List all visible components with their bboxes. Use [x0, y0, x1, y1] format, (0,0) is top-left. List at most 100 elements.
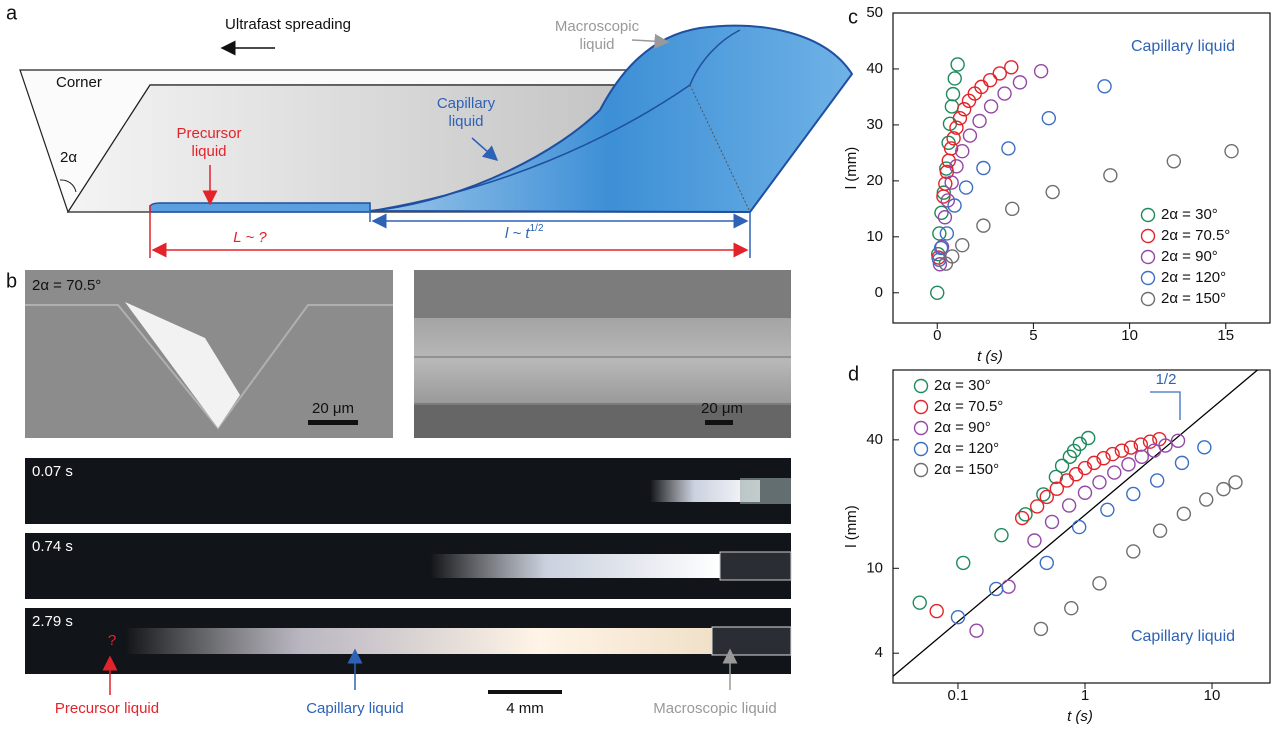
legend-label: 2α = 150°: [934, 461, 999, 478]
data-point: [1126, 486, 1141, 502]
device: [740, 478, 791, 504]
legend-label: 2α = 90°: [934, 419, 991, 436]
data-point: [1041, 110, 1057, 126]
data-point: [1071, 519, 1087, 535]
legend-marker: [913, 462, 929, 478]
data-point: [949, 120, 964, 135]
data-point: [1158, 438, 1173, 453]
liquid-streak: [125, 628, 715, 654]
panel-b: b 20 μm 2α = 70.5° 20 μm 0.07 s 0.74 s 2…: [6, 270, 792, 717]
x-axis-label: t (s): [1067, 708, 1093, 725]
panel-a: a Ultrafast spreading Macroscopic liquid…: [6, 2, 854, 258]
x-axis-label: t (s): [977, 348, 1003, 365]
data-point: [931, 252, 947, 267]
data-point: [1152, 523, 1168, 538]
label: 2α: [60, 149, 77, 166]
y-tick-label: 10: [866, 228, 883, 245]
data-point: [1134, 449, 1150, 465]
data-point: [952, 110, 968, 126]
label: Ultrafast spreading: [225, 16, 351, 33]
data-point: [932, 257, 948, 272]
slope-marker: [1150, 391, 1181, 420]
legend-marker: [1140, 270, 1156, 286]
legend-marker: [913, 378, 929, 394]
data-point: [944, 175, 959, 190]
data-point: [1114, 443, 1130, 458]
label: 2α = 70.5°: [32, 277, 101, 294]
annotation: Capillary liquid: [1131, 628, 1235, 645]
scale-bar: [488, 690, 562, 694]
label: Corner: [56, 74, 102, 91]
data-point: [1014, 510, 1030, 526]
liquid-edge: [369, 29, 741, 212]
data-point: [1033, 621, 1049, 637]
label: 20 μm: [312, 400, 354, 417]
data-point: [1086, 455, 1102, 471]
data-point: [1068, 467, 1084, 482]
slope-label: 1/2: [1156, 371, 1177, 388]
annotation: Capillary liquid: [1131, 38, 1235, 55]
data-point: [1044, 514, 1060, 530]
data-point: [955, 144, 970, 159]
data-point: [1061, 498, 1077, 513]
data-point: [972, 113, 987, 129]
data-point: [938, 176, 953, 191]
data-point: [1001, 141, 1016, 156]
label: Capillary: [437, 95, 496, 112]
data-point: [945, 86, 961, 102]
device: [719, 551, 792, 581]
data-point: [1100, 502, 1115, 518]
data-point: [989, 581, 1004, 597]
liquid-streak: [650, 480, 760, 502]
data-point: [956, 555, 971, 571]
data-point: [1048, 469, 1064, 485]
legend-label: 2α = 120°: [934, 440, 999, 457]
data-point: [933, 240, 949, 256]
data-point: [949, 159, 964, 174]
data-point: [944, 99, 960, 114]
data-point: [936, 185, 951, 200]
y-axis-label: l (mm): [843, 147, 860, 189]
data-point: [1197, 440, 1212, 455]
x-tick-label: 10: [1121, 327, 1138, 344]
legend-label: 2α = 30°: [934, 377, 991, 394]
angle-arc: [59, 179, 77, 193]
x-tick-label: 1: [1081, 687, 1089, 704]
precursor-film: [149, 202, 371, 213]
data-point: [1228, 475, 1243, 490]
x-tick-label: 15: [1217, 327, 1234, 344]
label: 4 mm: [506, 700, 544, 717]
x-tick-label: 0: [933, 327, 941, 344]
y-tick-label: 30: [866, 116, 883, 133]
legend-marker: [1140, 228, 1156, 244]
data-point: [962, 128, 978, 143]
groove-wall: [125, 302, 240, 428]
data-point: [950, 609, 966, 625]
data-point: [1049, 481, 1065, 496]
scale-bar: [308, 420, 358, 425]
data-point: [1149, 473, 1165, 488]
plot-frame: [892, 12, 1271, 324]
panel-label: b: [6, 270, 17, 292]
liquid-streak: [430, 554, 720, 578]
data-point: [937, 210, 953, 225]
data-point: [1224, 144, 1239, 159]
y-tick-label: 40: [866, 60, 883, 77]
arrow: [631, 33, 670, 49]
y-tick-label: 4: [875, 644, 883, 661]
label: Precursor: [176, 125, 241, 142]
data-point: [969, 623, 984, 638]
data-point: [930, 285, 945, 300]
data-point: [1059, 473, 1075, 488]
data-point: [956, 102, 972, 117]
y-tick-label: 0: [875, 284, 883, 301]
plot-frame: [892, 369, 1271, 684]
data-point: [1029, 499, 1045, 514]
panel-label: a: [6, 2, 18, 24]
data-point: [1045, 184, 1060, 200]
data-point: [1005, 201, 1020, 217]
data-point: [1103, 168, 1118, 183]
arrow: [471, 137, 499, 161]
data-point: [1027, 533, 1042, 548]
